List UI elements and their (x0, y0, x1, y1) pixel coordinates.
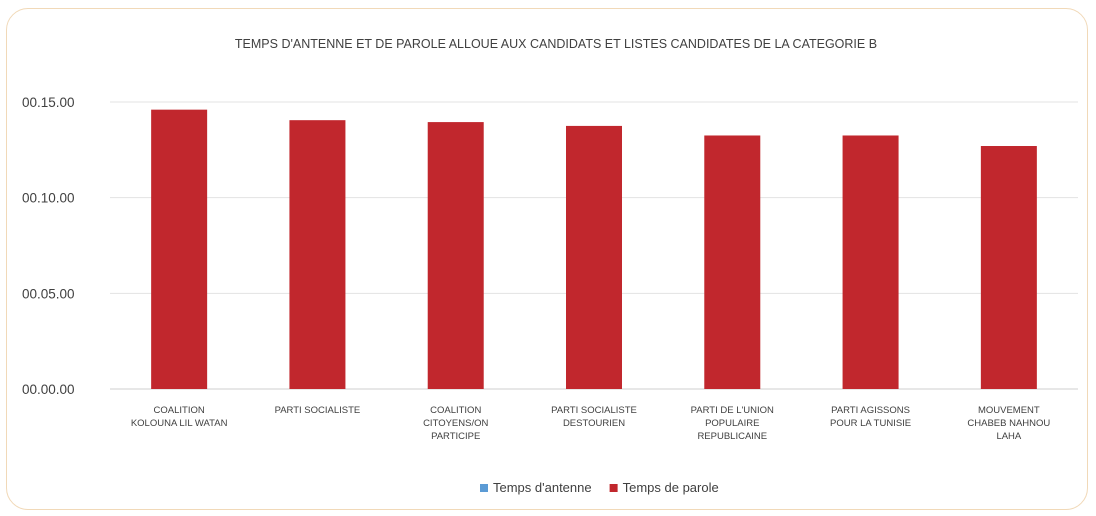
x-tick-label: PARTI SOCIALISTE (275, 405, 361, 416)
x-axis-ticks: COALITION KOLOUNA LIL WATAN PARTI SOCIALIS… (131, 405, 1051, 442)
y-tick-label: 00.00.00 (22, 382, 75, 397)
y-tick-label: 00.10.00 (22, 191, 75, 206)
bar-temps-parole (427, 122, 484, 389)
bar-temps-parole (289, 120, 346, 389)
bar-temps-parole (980, 146, 1037, 389)
bar-temps-parole (704, 135, 761, 389)
legend-label: Temps d'antenne (493, 480, 592, 495)
x-tick-label: COALITION KOLOUNA LIL WATAN (131, 405, 228, 429)
y-axis-ticks: 00.00.00 00.05.00 00.10.00 00.15.00 (22, 95, 75, 397)
bar-temps-parole (151, 109, 208, 390)
x-tick-label: PARTI DE L'UNION POPULAIRE REPUBLICAINE (691, 405, 774, 442)
legend-swatch (609, 484, 618, 492)
y-tick-label: 00.15.00 (22, 95, 75, 110)
bars (151, 109, 1037, 390)
legend-label: Temps de parole (623, 480, 719, 495)
y-tick-label: 00.05.00 (22, 286, 75, 301)
x-tick-label: COALITION CITOYENS/ON PARTICIPE (423, 405, 488, 442)
legend: Temps d'antenne Temps de parole (480, 480, 719, 495)
x-tick-label: MOUVEMENT CHABEB NAHNOU LAHA (967, 405, 1050, 442)
chart-title: TEMPS D'ANTENNE ET DE PAROLE ALLOUE AUX … (235, 37, 877, 51)
bar-temps-parole (566, 125, 622, 390)
x-tick-label: PARTI AGISSONS POUR LA TUNISIE (830, 405, 911, 429)
bar-temps-parole (842, 135, 899, 389)
x-tick-label: PARTI SOCIALISTE DESTOURIEN (551, 405, 637, 429)
legend-swatch (480, 484, 488, 492)
